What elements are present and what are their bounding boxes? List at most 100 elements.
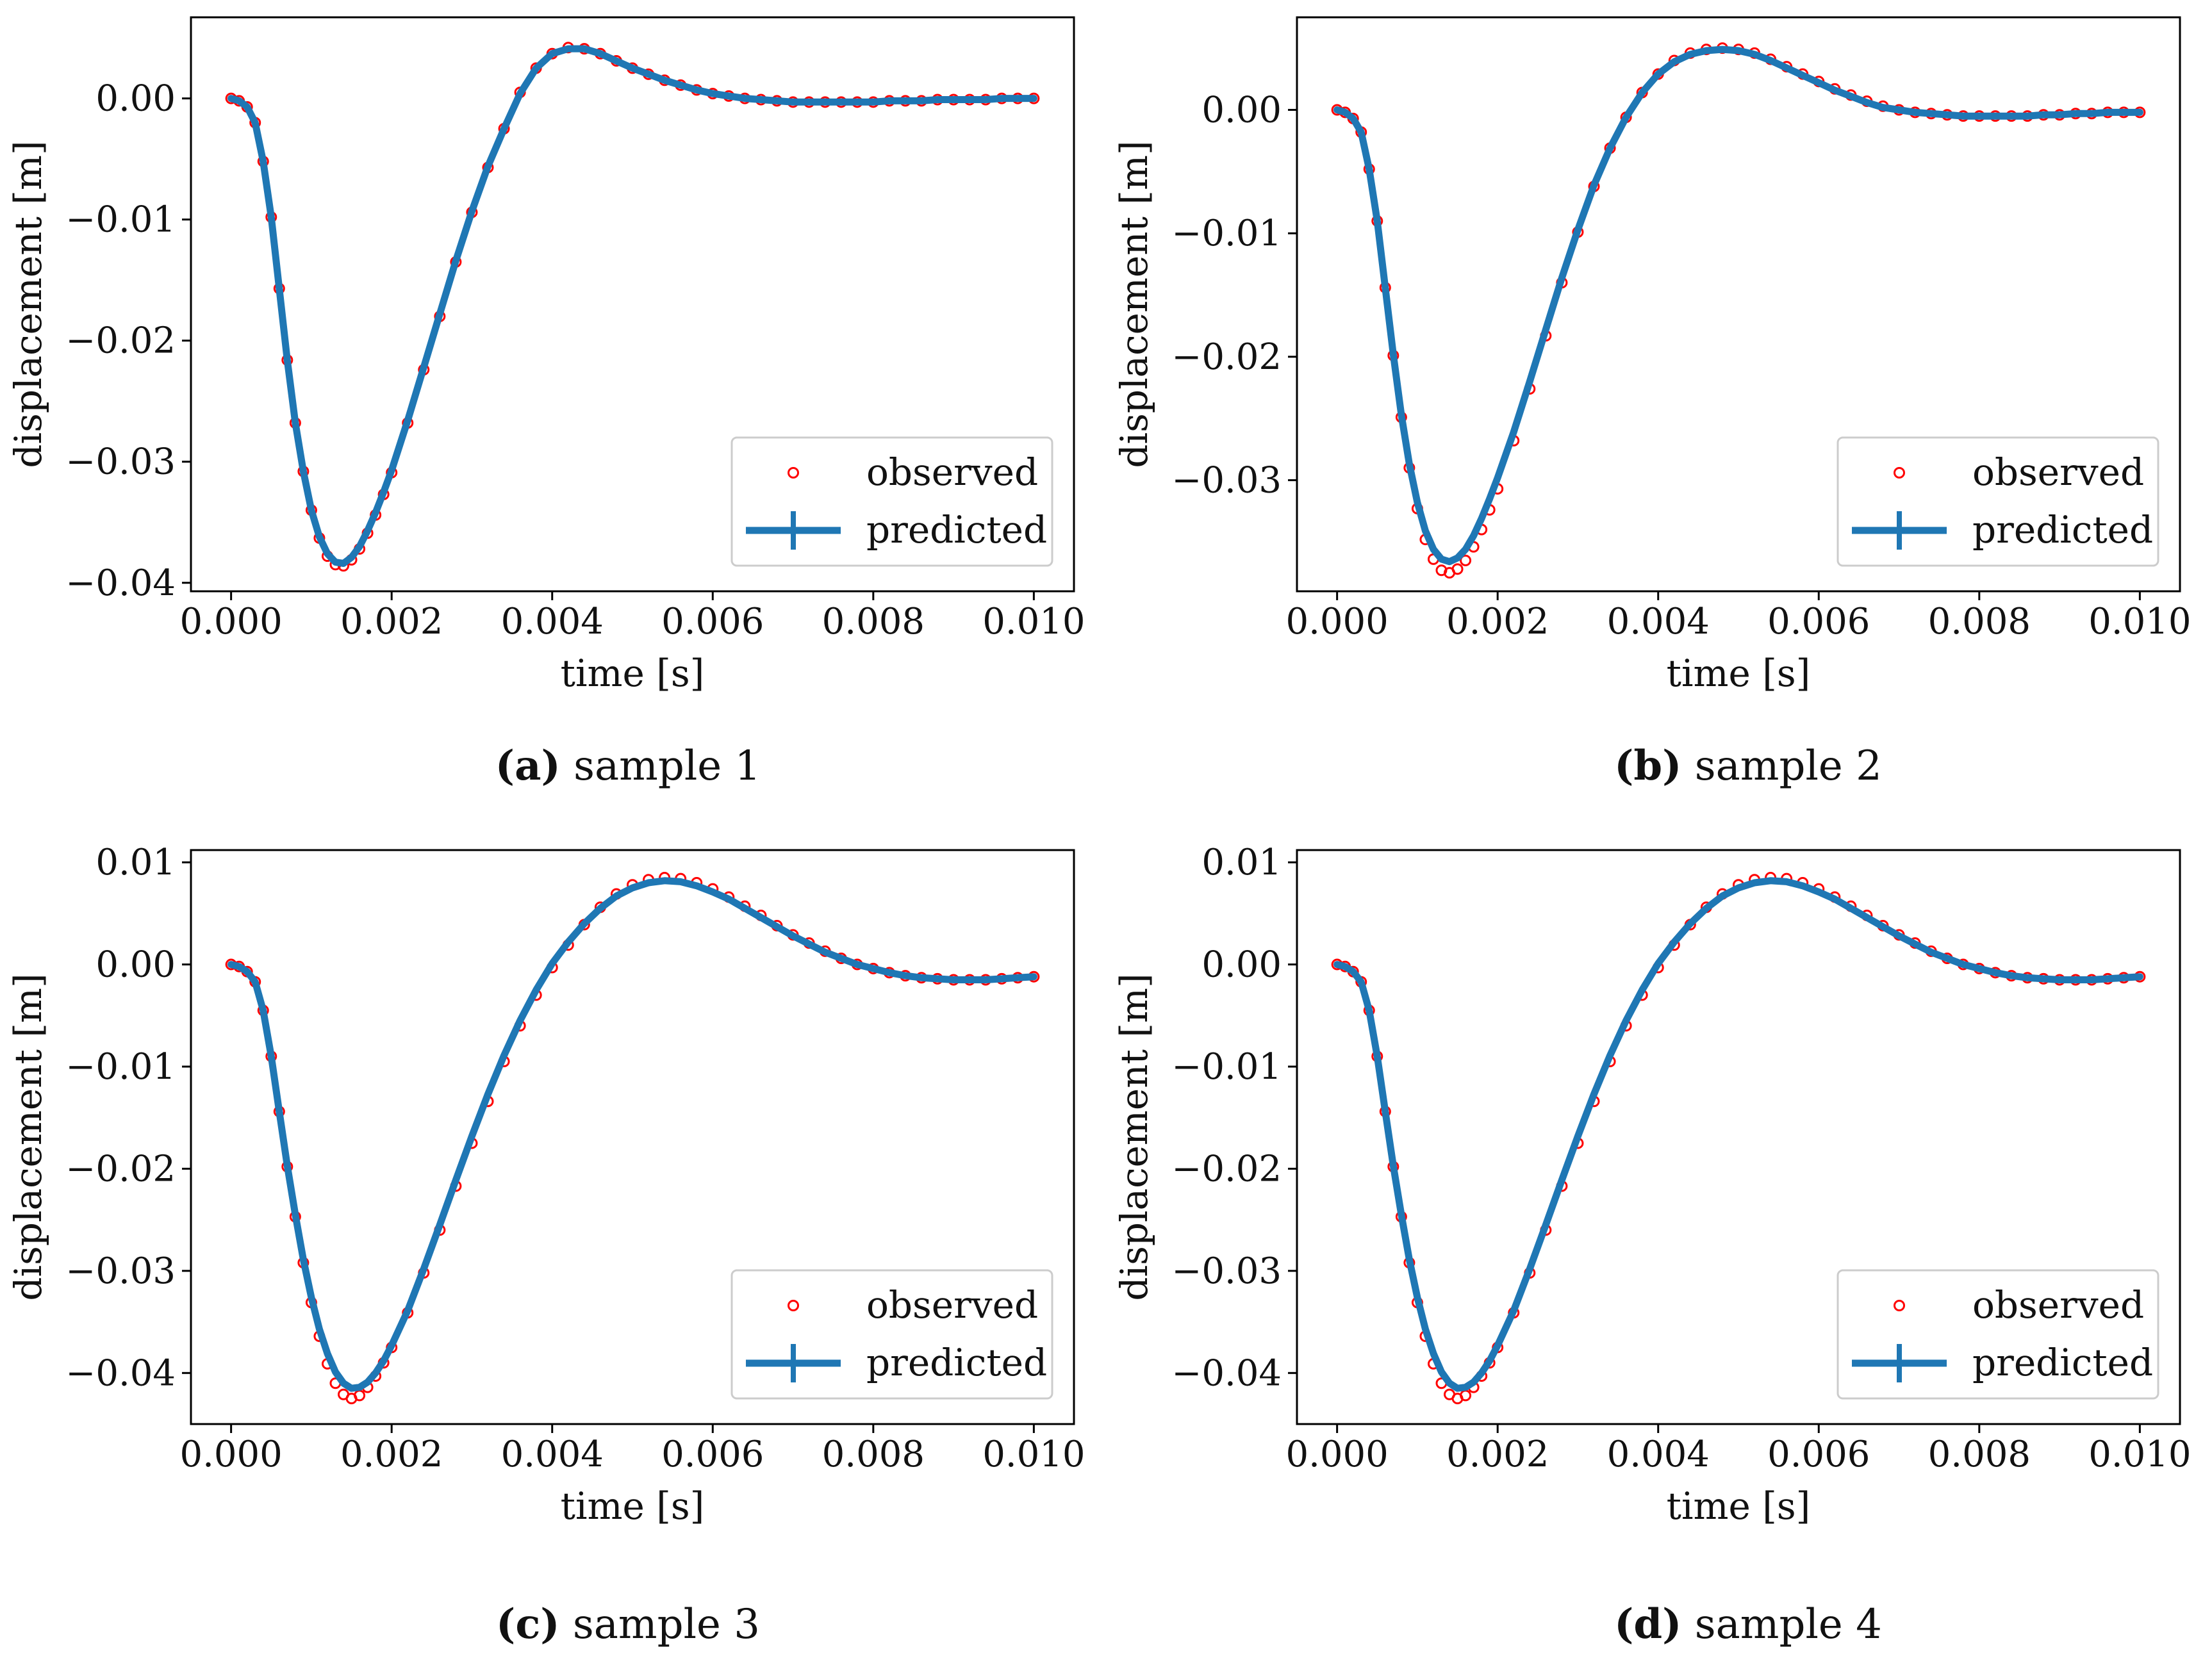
caption-letter: (a) xyxy=(495,742,561,790)
y-axis-label: displacement [m] xyxy=(1112,140,1156,468)
x-tick-label: 0.000 xyxy=(1285,1434,1388,1475)
plot-frame xyxy=(190,849,1075,1425)
x-tick-label: 0.002 xyxy=(1446,601,1549,643)
legend-observed-label: observed xyxy=(866,450,1038,494)
y-tick-label: −0.01 xyxy=(1171,213,1282,254)
legend: observed predicted xyxy=(730,436,1053,567)
x-tick-label: 0.002 xyxy=(1446,1434,1549,1475)
x-axis-label: time [s] xyxy=(1667,651,1811,695)
x-tick-label: 0.006 xyxy=(661,601,764,643)
legend-observed-marker xyxy=(788,467,799,479)
x-tick-label: 0.004 xyxy=(501,1434,604,1475)
chart-panel-c: 0.000 0.002 0.004 0.006 0.008 0.010 0.01 0.00 −0… xyxy=(6,842,1085,1528)
y-tick-label: −0.01 xyxy=(65,1046,176,1088)
x-tick-label: 0.008 xyxy=(1928,1434,2031,1475)
y-tick-label: −0.03 xyxy=(65,441,176,483)
legend: observed predicted xyxy=(730,1269,1053,1400)
y-tick-label: −0.04 xyxy=(1171,1352,1282,1394)
caption-d: (d) sample 4 xyxy=(1428,1600,2068,1648)
caption-a: (a) sample 1 xyxy=(308,742,948,790)
x-tick-label: 0.010 xyxy=(982,601,1085,643)
plot-frame xyxy=(1296,16,2181,593)
chart-panel-a: 0.000 0.002 0.004 0.006 0.008 0.010 0.00 −0.01 −… xyxy=(6,16,1085,695)
legend-predicted-label: predicted xyxy=(1972,1341,2153,1384)
legend: observed predicted xyxy=(1836,1269,2159,1400)
caption-text: sample 4 xyxy=(1694,1601,1882,1648)
y-tick-label: −0.02 xyxy=(1171,1148,1282,1190)
y-tick-label: −0.02 xyxy=(65,320,176,362)
y-tick-label: −0.01 xyxy=(1171,1046,1282,1088)
x-tick-label: 0.002 xyxy=(340,601,443,643)
x-axis-label: time [s] xyxy=(561,1484,705,1528)
x-tick-label: 0.008 xyxy=(822,601,925,643)
caption-letter: (b) xyxy=(1614,742,1682,790)
x-tick-label: 0.004 xyxy=(1607,1434,1710,1475)
legend-predicted-label: predicted xyxy=(1972,508,2153,552)
caption-letter: (d) xyxy=(1614,1600,1682,1648)
y-tick-label: −0.04 xyxy=(65,562,176,604)
predicted-line xyxy=(1333,45,2143,566)
legend-observed-marker xyxy=(1894,467,1905,479)
y-tick-label: 0.00 xyxy=(1201,90,1282,131)
chart-panel-d: 0.000 0.002 0.004 0.006 0.008 0.010 0.01 0.00 −0… xyxy=(1112,842,2191,1528)
y-tick-label: 0.00 xyxy=(95,944,176,986)
x-tick-label: 0.004 xyxy=(1607,601,1710,643)
x-tick-label: 0.010 xyxy=(2088,601,2191,643)
chart-panel-b: 0.000 0.002 0.004 0.006 0.008 0.010 0.00 −0.01 −… xyxy=(1112,16,2191,695)
legend-predicted-label: predicted xyxy=(866,508,1047,552)
x-tick-label: 0.010 xyxy=(982,1434,1085,1475)
y-tick-label: −0.03 xyxy=(1171,1250,1282,1292)
y-axis-label: displacement [m] xyxy=(6,140,50,468)
x-axis-label: time [s] xyxy=(1667,1484,1811,1528)
y-axis-label: displacement [m] xyxy=(6,973,50,1300)
y-tick-label: −0.02 xyxy=(65,1148,176,1190)
data-group xyxy=(225,872,1040,1405)
x-tick-label: 0.006 xyxy=(1767,1434,1870,1475)
y-tick-label: 0.01 xyxy=(95,842,176,883)
y-tick-label: −0.04 xyxy=(65,1352,176,1394)
y-tick-label: 0.00 xyxy=(95,78,176,120)
legend: observed predicted xyxy=(1836,436,2159,567)
plot-frame xyxy=(1296,849,2181,1425)
y-tick-label: 0.01 xyxy=(1201,842,1282,883)
x-tick-label: 0.006 xyxy=(1767,601,1870,643)
y-tick-label: −0.03 xyxy=(1171,460,1282,502)
x-tick-label: 0.010 xyxy=(2088,1434,2191,1475)
x-tick-label: 0.000 xyxy=(179,1434,282,1475)
x-tick-label: 0.008 xyxy=(1928,601,2031,643)
x-axis-label: time [s] xyxy=(561,651,705,695)
legend-observed-marker xyxy=(1894,1300,1905,1311)
y-tick-label: −0.03 xyxy=(65,1250,176,1292)
x-tick-label: 0.000 xyxy=(179,601,282,643)
legend-observed-label: observed xyxy=(1972,450,2144,494)
x-tick-label: 0.006 xyxy=(661,1434,764,1475)
x-tick-label: 0.000 xyxy=(1285,601,1388,643)
legend-observed-label: observed xyxy=(1972,1283,2144,1327)
legend-observed-label: observed xyxy=(866,1283,1038,1327)
caption-text: sample 1 xyxy=(574,742,761,790)
x-tick-label: 0.002 xyxy=(340,1434,443,1475)
data-group xyxy=(1331,42,2146,579)
x-tick-label: 0.008 xyxy=(822,1434,925,1475)
y-tick-label: −0.01 xyxy=(65,199,176,241)
observed-point xyxy=(1460,554,1472,566)
data-group xyxy=(225,42,1040,572)
legend-observed-marker xyxy=(788,1300,799,1311)
caption-c: (c) sample 3 xyxy=(308,1600,948,1648)
caption-letter: (c) xyxy=(496,1600,560,1648)
predicted-line xyxy=(1333,877,2143,1392)
y-axis-label: displacement [m] xyxy=(1112,973,1156,1300)
caption-b: (b) sample 2 xyxy=(1428,742,2068,790)
y-tick-label: 0.00 xyxy=(1201,944,1282,986)
observed-point xyxy=(1451,563,1464,575)
predicted-line xyxy=(227,45,1037,567)
x-tick-label: 0.004 xyxy=(501,601,604,643)
predicted-line xyxy=(227,877,1037,1392)
legend-predicted-label: predicted xyxy=(866,1341,1047,1384)
caption-text: sample 3 xyxy=(572,1601,760,1648)
caption-text: sample 2 xyxy=(1694,742,1882,790)
data-group xyxy=(1331,872,2146,1405)
plot-frame xyxy=(190,16,1075,593)
y-tick-label: −0.02 xyxy=(1171,336,1282,378)
